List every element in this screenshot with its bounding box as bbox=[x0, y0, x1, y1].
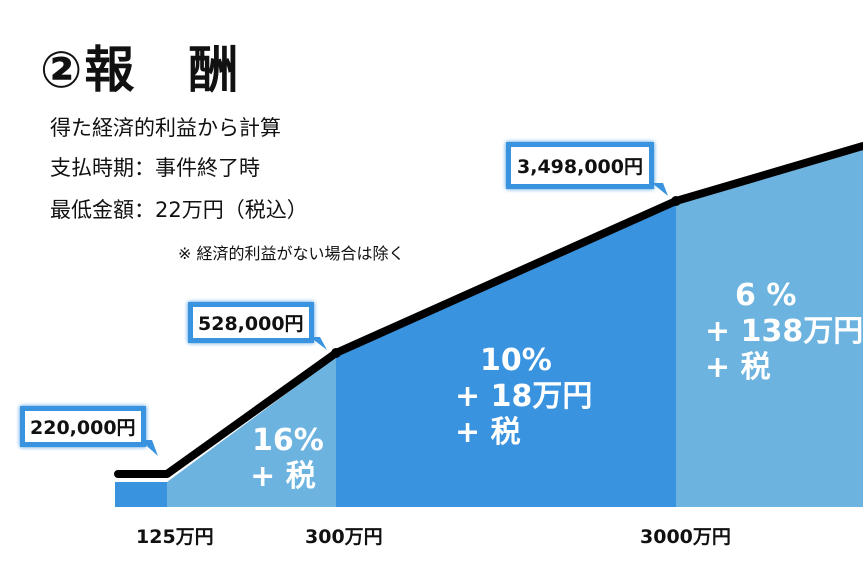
tier-rate: 6 % bbox=[735, 278, 797, 313]
tier-base: + 138万円 bbox=[705, 314, 863, 349]
info-minimum-fee: 最低金額：22万円（税込） bbox=[50, 198, 308, 222]
tier-10-region bbox=[336, 205, 676, 507]
note: ※ 経済的利益がない場合は除く bbox=[178, 244, 405, 263]
tier-rate: 10% bbox=[480, 343, 552, 378]
tier-tax: + 税 bbox=[250, 459, 316, 494]
point-3000 bbox=[671, 196, 681, 206]
tier-tax: + 税 bbox=[705, 350, 771, 385]
x-tick-300: 300万円 bbox=[305, 526, 383, 548]
tier-6-region bbox=[676, 150, 863, 507]
callout-220000: 220,000円 bbox=[20, 406, 146, 447]
tier-6-label: 6 % + 138万円 + 税 bbox=[705, 278, 863, 386]
page-title: ②報 酬 bbox=[40, 41, 241, 99]
tier-base: + 18万円 bbox=[455, 379, 593, 414]
tier-tax: + 税 bbox=[455, 415, 521, 450]
info-payment-timing: 支払時期：事件終了時 bbox=[50, 156, 260, 180]
callout-pointer bbox=[310, 337, 327, 350]
tier-rate: 16% bbox=[252, 423, 324, 458]
x-tick-125: 125万円 bbox=[136, 526, 214, 548]
callout-528000: 528,000円 bbox=[188, 302, 314, 343]
callout-3498000: 3,498,000円 bbox=[506, 142, 654, 189]
x-tick-3000: 3000万円 bbox=[640, 526, 731, 548]
tier-16-region bbox=[167, 357, 336, 507]
tier-16-label: 16% + 税 bbox=[250, 423, 324, 495]
tier-10-label: 10% + 18万円 + 税 bbox=[455, 343, 592, 451]
minimum-fee-bar bbox=[115, 482, 167, 507]
callout-pointer bbox=[652, 183, 668, 196]
info-calculation: 得た経済的利益から計算 bbox=[50, 116, 281, 140]
point-300 bbox=[331, 348, 341, 358]
